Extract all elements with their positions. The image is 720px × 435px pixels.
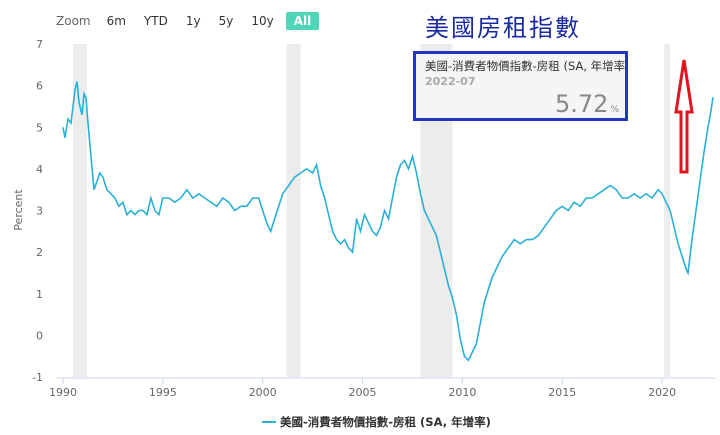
y-tick-label: 0 <box>36 329 43 342</box>
x-tick-label: 2020 <box>648 386 676 399</box>
x-tick-label: 1990 <box>49 386 77 399</box>
tooltip-date: 2022-07 <box>425 75 476 88</box>
data-tooltip: 美國-消費者物價指數-房租 (SA, 年增率 2022-07 5.72% <box>413 51 628 121</box>
zoom-all-button[interactable]: All <box>285 12 320 30</box>
y-tick-label: 5 <box>36 121 43 134</box>
zoom-ytd-button[interactable]: YTD <box>143 14 168 28</box>
series-line <box>62 81 714 362</box>
y-axis-ticks: -1 0 1 2 3 4 5 6 7 <box>32 38 43 384</box>
x-tick-label: 2010 <box>448 386 476 399</box>
y-tick-label: 6 <box>36 80 43 93</box>
y-tick-label: 2 <box>36 246 43 259</box>
x-tick-label: 2000 <box>249 386 277 399</box>
y-tick-label: 7 <box>36 38 43 51</box>
x-axis-ticks: 1990 1995 2000 2005 2010 2015 2020 <box>49 378 676 399</box>
x-tick-label: 2015 <box>548 386 576 399</box>
tooltip-value-wrap: 5.72% <box>555 90 619 118</box>
legend-label: 美國-消費者物價指數-房租 (SA, 年增率) <box>280 415 491 429</box>
legend[interactable]: 美國-消費者物價指數-房租 (SA, 年增率) <box>262 414 491 430</box>
zoom-1y-button[interactable]: 1y <box>185 14 201 28</box>
zoom-label: Zoom <box>56 14 91 28</box>
recession-band <box>286 44 301 377</box>
zoom-5y-button[interactable]: 5y <box>218 14 234 28</box>
recession-band <box>72 44 87 377</box>
up-arrow-icon <box>674 59 694 174</box>
y-tick-label: 3 <box>36 205 43 218</box>
x-tick-label: 1995 <box>149 386 177 399</box>
y-axis-label: Percent <box>12 189 25 231</box>
recession-band <box>664 44 671 377</box>
y-tick-label: -1 <box>32 371 43 384</box>
tooltip-series-name: 美國-消費者物價指數-房租 (SA, 年增率 <box>425 59 626 73</box>
tooltip-value: 5.72 <box>555 90 609 118</box>
zoom-selector: Zoom 6m YTD 1y 5y 10y All <box>56 11 325 31</box>
y-tick-label: 4 <box>36 163 43 176</box>
zoom-10y-button[interactable]: 10y <box>251 14 274 28</box>
legend-swatch <box>262 421 276 423</box>
zoom-6m-button[interactable]: 6m <box>106 14 126 28</box>
annotation-title: 美國房租指數 <box>425 14 581 42</box>
x-tick-label: 2005 <box>349 386 377 399</box>
tooltip-unit: % <box>610 105 619 115</box>
y-tick-label: 1 <box>36 288 43 301</box>
